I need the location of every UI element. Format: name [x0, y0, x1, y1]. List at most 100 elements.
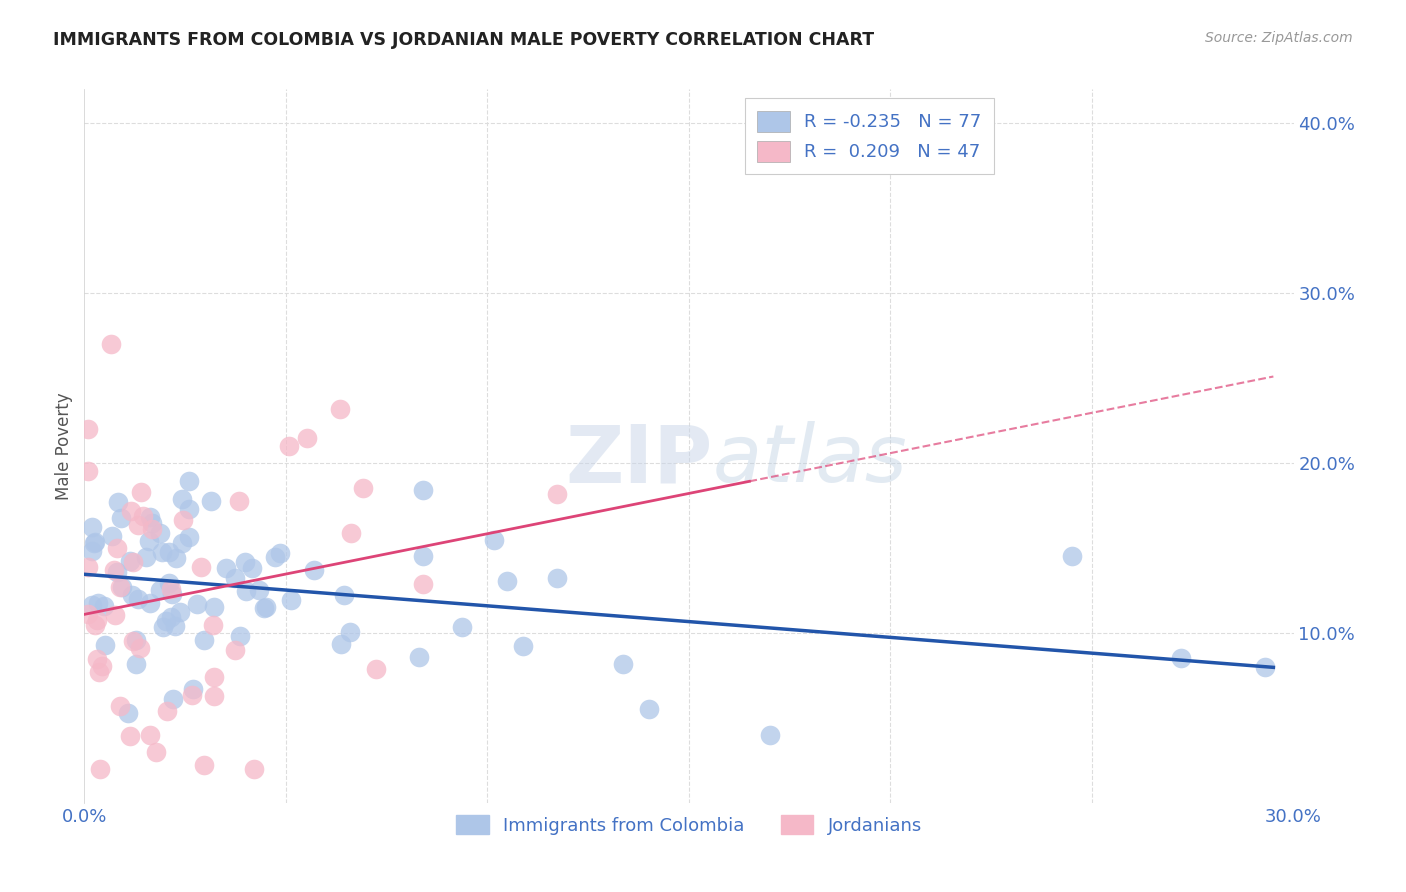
Point — [138, 596, 160, 610]
Point — [107, 494, 129, 508]
Point — [125, 632, 148, 647]
Point — [451, 620, 474, 634]
Point — [156, 704, 179, 718]
Point — [254, 600, 277, 615]
Point — [90, 659, 112, 673]
Point — [104, 607, 127, 622]
Point — [135, 549, 157, 564]
Point — [82, 598, 104, 612]
Point — [546, 571, 568, 585]
Point — [77, 607, 100, 621]
Point — [93, 599, 115, 613]
Point — [105, 565, 128, 579]
Legend: Immigrants from Colombia, Jordanians: Immigrants from Colombia, Jordanians — [447, 806, 931, 844]
Point — [412, 549, 434, 563]
Point — [202, 690, 225, 704]
Point — [169, 605, 191, 619]
Point — [177, 501, 200, 516]
Point — [160, 609, 183, 624]
Point — [110, 511, 132, 525]
Point — [117, 706, 139, 720]
Point — [118, 554, 141, 568]
Point — [152, 620, 174, 634]
Point — [339, 525, 361, 540]
Point — [278, 439, 301, 453]
Point — [165, 551, 187, 566]
Point — [127, 518, 149, 533]
Point — [111, 580, 134, 594]
Point — [84, 618, 107, 632]
Point — [233, 555, 256, 569]
Point — [264, 549, 287, 564]
Point — [128, 641, 150, 656]
Point — [172, 492, 194, 507]
Point — [155, 614, 177, 628]
Point — [141, 522, 163, 536]
Point — [110, 580, 132, 594]
Point — [190, 559, 212, 574]
Point — [224, 642, 246, 657]
Point — [132, 508, 155, 523]
Point — [141, 516, 163, 531]
Point — [295, 430, 318, 444]
Point — [105, 541, 128, 555]
Point — [352, 482, 374, 496]
Point — [193, 757, 215, 772]
Point — [172, 536, 194, 550]
Point — [252, 601, 274, 615]
Point — [302, 563, 325, 577]
Point — [101, 529, 124, 543]
Point — [83, 536, 105, 550]
Point — [180, 688, 202, 702]
Text: IMMIGRANTS FROM COLOMBIA VS JORDANIAN MALE POVERTY CORRELATION CHART: IMMIGRANTS FROM COLOMBIA VS JORDANIAN MA… — [53, 31, 875, 49]
Point — [89, 762, 111, 776]
Text: Source: ZipAtlas.com: Source: ZipAtlas.com — [1205, 31, 1353, 45]
Point — [202, 599, 225, 614]
Point — [637, 702, 659, 716]
Point — [82, 543, 104, 558]
Point — [247, 582, 270, 597]
Point — [89, 665, 111, 679]
Point — [364, 662, 387, 676]
Point — [202, 670, 225, 684]
Point — [120, 504, 142, 518]
Point — [77, 465, 100, 479]
Point — [160, 586, 183, 600]
Point — [482, 533, 505, 547]
Point — [200, 493, 222, 508]
Point — [129, 485, 152, 500]
Point — [412, 577, 434, 591]
Point — [408, 650, 430, 665]
Point — [546, 487, 568, 501]
Point — [339, 625, 361, 640]
Point — [242, 561, 264, 575]
Point — [127, 592, 149, 607]
Point — [1060, 549, 1083, 564]
Point — [228, 493, 250, 508]
Point — [118, 729, 141, 743]
Point — [125, 657, 148, 671]
Text: ZIP: ZIP — [565, 421, 713, 500]
Point — [235, 584, 257, 599]
Point — [148, 583, 170, 598]
Point — [172, 513, 194, 527]
Point — [330, 637, 353, 651]
Point — [162, 692, 184, 706]
Point — [138, 728, 160, 742]
Point — [280, 593, 302, 607]
Point — [93, 638, 115, 652]
Point — [139, 510, 162, 524]
Point — [122, 633, 145, 648]
Point — [269, 546, 291, 560]
Point — [329, 402, 352, 417]
Point — [84, 535, 107, 549]
Point — [121, 555, 143, 569]
Point — [145, 745, 167, 759]
Point — [82, 519, 104, 533]
Point — [149, 525, 172, 540]
Point — [758, 728, 780, 742]
Point — [186, 597, 208, 611]
Point — [87, 596, 110, 610]
Point — [1170, 651, 1192, 665]
Point — [138, 533, 160, 548]
